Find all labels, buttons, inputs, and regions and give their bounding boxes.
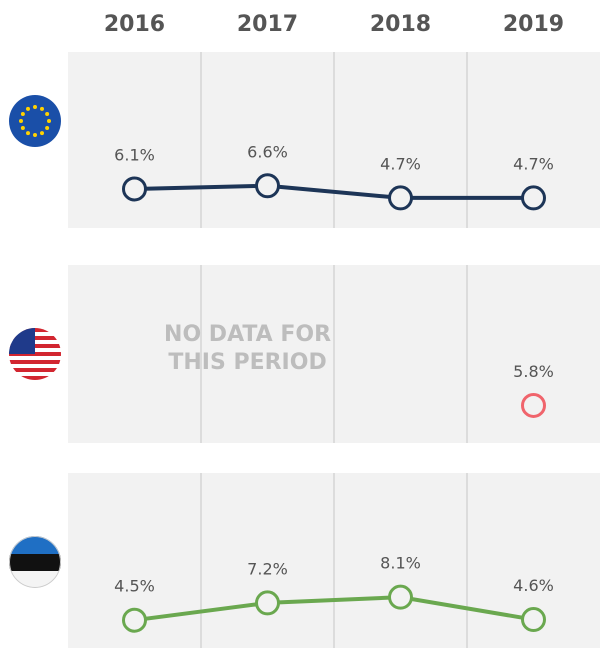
flag-star (45, 126, 50, 130)
point (255, 590, 280, 616)
value-label: 5.8% (513, 362, 554, 381)
flag-star (45, 112, 50, 116)
flag-star (26, 131, 30, 136)
point (255, 173, 280, 199)
point (122, 607, 147, 633)
series-line (134, 183, 534, 200)
value-label: 4.7% (380, 154, 421, 173)
flag-star (40, 106, 44, 111)
year-label: 2019 (503, 12, 564, 37)
flag-ee (9, 536, 61, 588)
point (388, 584, 413, 610)
flag-us (9, 328, 61, 380)
flag-star (33, 133, 37, 137)
value-label: 7.2% (247, 559, 288, 578)
flag-star (26, 106, 30, 111)
year-label: 2016 (104, 12, 165, 37)
value-label: 8.1% (380, 554, 421, 573)
flag-star (40, 131, 44, 136)
flag-star (19, 119, 23, 123)
value-label: 4.7% (513, 154, 554, 173)
point (521, 392, 546, 418)
flag-star (47, 119, 51, 123)
point (521, 185, 546, 211)
value-label: 4.5% (114, 577, 155, 596)
no-data-note: NO DATA FOR THIS PERIOD (164, 322, 332, 375)
flag-star (20, 112, 25, 116)
year-label: 2018 (370, 12, 431, 37)
value-label: 6.6% (247, 142, 288, 161)
flag-star (33, 105, 37, 109)
value-label: 4.6% (513, 576, 554, 595)
point (388, 185, 413, 211)
year-label: 2017 (237, 12, 298, 37)
point (122, 176, 147, 202)
flag-stripe (9, 360, 61, 364)
flag-stripe (9, 368, 61, 372)
flag-star (20, 126, 25, 130)
value-label: 6.1% (114, 145, 155, 164)
flag-eu (9, 95, 61, 147)
flag-stripe (9, 376, 61, 380)
point (521, 607, 546, 633)
series-line (134, 595, 534, 623)
